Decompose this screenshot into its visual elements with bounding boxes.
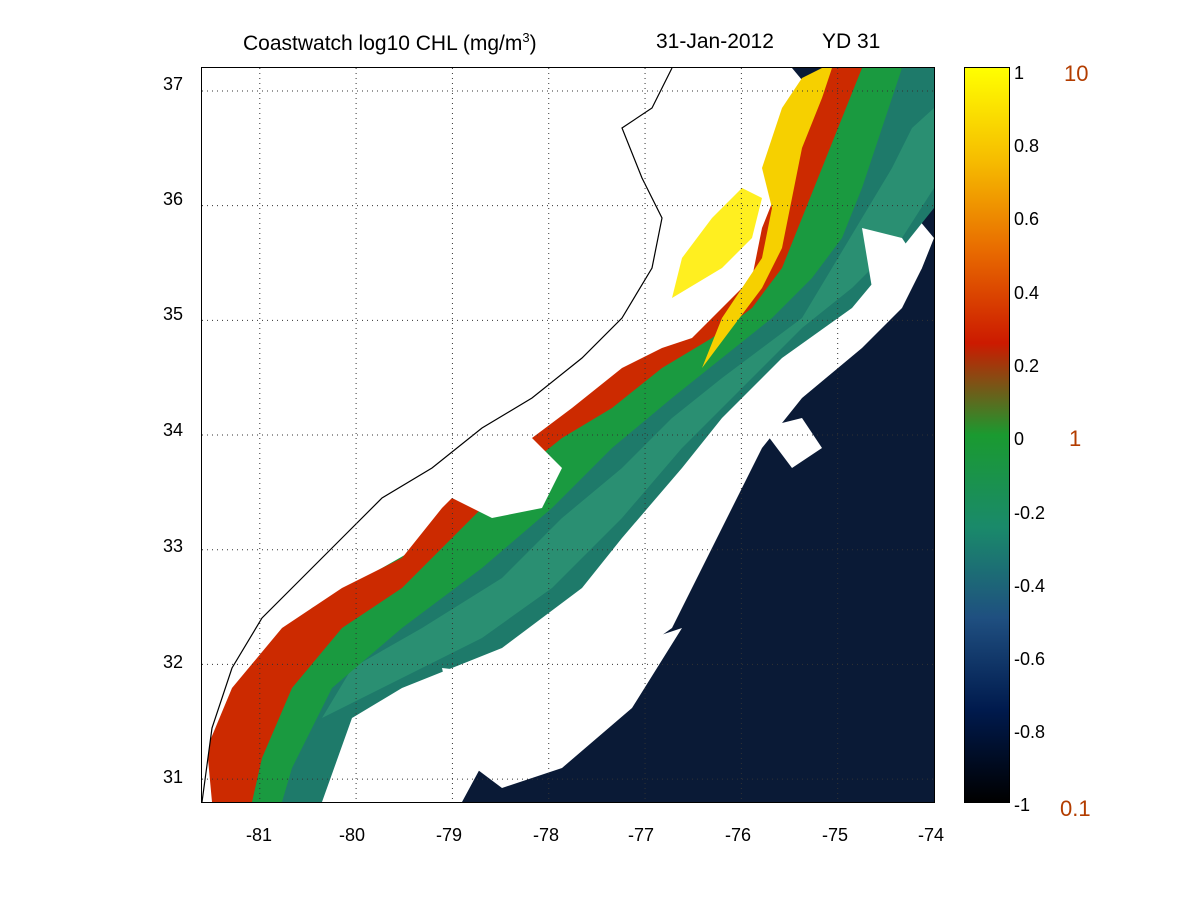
map-date: 31-Jan-2012 [656,30,774,53]
colorbar-tick: -0.2 [1014,503,1046,523]
lat-tick: 35 [163,304,184,324]
coastline [202,68,673,802]
colorbar-tick: 0.8 [1014,136,1040,156]
chl-label-0-1: 0.1 [1060,796,1091,821]
sound-yellow-2 [672,188,762,298]
lat-tick: 33 [163,536,184,556]
chl-label-10: 10 [1064,61,1089,86]
cloud-patch [762,418,822,468]
coastal-red-band [207,68,862,802]
lon-tick: -77 [628,825,655,845]
lon-tick: -76 [725,825,752,845]
colorbar [964,67,1010,803]
lat-tick: 31 [163,767,184,787]
deep-ocean [462,68,934,802]
colorbar-tick: -0.8 [1014,722,1046,742]
lon-tick: -74 [918,825,945,845]
chlorophyll-map[interactable] [201,67,935,803]
lon-tick: -75 [822,825,849,845]
colorbar-tick: 0.6 [1014,209,1040,229]
lon-tick: -78 [533,825,560,845]
year-day: YD 31 [822,30,881,53]
title-row: Coastwatch log10 CHL (mg/m3) 31-Jan-2012… [0,30,1200,60]
lon-tick: -80 [339,825,366,845]
colorbar-tick: 1 [1014,63,1025,83]
title-unit-superscript: 3 [522,30,530,45]
lat-tick: 34 [163,420,184,440]
sound-yellow [702,68,832,368]
colorbar-tick: 0.4 [1014,283,1040,303]
lon-tick: -79 [436,825,463,845]
shelf-mid [322,108,934,718]
grid-lines [202,68,934,802]
cloud-patch [452,438,562,518]
colorbar-tick: 0 [1014,429,1025,449]
colorbar-tick: -0.6 [1014,649,1046,669]
map-title: Coastwatch log10 CHL (mg/m3) [243,30,537,56]
lat-tick: 37 [163,74,184,94]
lat-tick: 32 [163,652,184,672]
cloud-patch [862,228,922,298]
map-svg [202,68,934,802]
chl-label-1: 1 [1069,426,1082,451]
lon-tick: -81 [246,825,273,845]
title-close-paren: ) [529,32,537,55]
title-main-text: Coastwatch log10 CHL (mg/m [243,32,523,55]
colorbar-tick: -0.4 [1014,576,1046,596]
colorbar-tick: -1 [1014,795,1031,815]
colorbar-tick: 0.2 [1014,356,1040,376]
cloud-patch [442,628,682,788]
lat-tick: 36 [163,189,184,209]
